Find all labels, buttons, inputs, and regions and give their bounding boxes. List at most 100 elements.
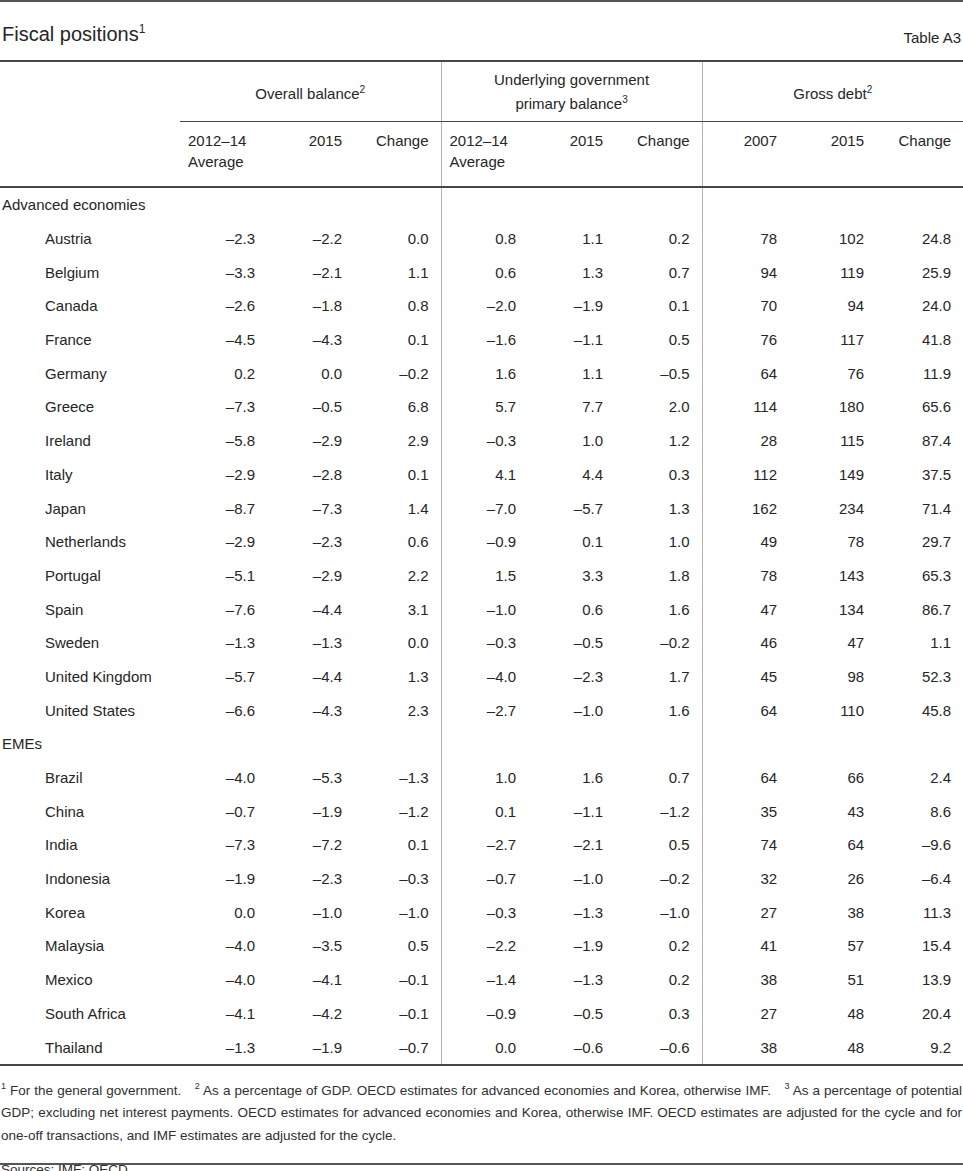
section-row: EMEs [0, 727, 963, 761]
value-cell: 0.0 [441, 1030, 528, 1065]
row-label: Portugal [0, 559, 180, 593]
empty-cell [702, 187, 789, 222]
value-cell: 0.3 [615, 997, 702, 1031]
table-row: Portugal –5.1 –2.9 2.2 1.5 3.3 1.8 78 14… [0, 559, 963, 593]
value-cell: 0.0 [267, 356, 354, 390]
value-cell: 234 [789, 491, 876, 525]
value-cell: 2.3 [354, 693, 441, 727]
value-cell: 0.1 [441, 794, 528, 828]
value-cell: 38 [702, 963, 789, 997]
value-cell: 0.1 [528, 525, 615, 559]
value-cell: 78 [789, 525, 876, 559]
table-row: Malaysia –4.0 –3.5 0.5 –2.2 –1.9 0.2 41 … [0, 929, 963, 963]
value-cell: –2.3 [267, 525, 354, 559]
value-cell: 64 [702, 356, 789, 390]
table-row: Ireland –5.8 –2.9 2.9 –0.3 1.0 1.2 28 11… [0, 424, 963, 458]
value-cell: 1.1 [528, 356, 615, 390]
subcol-underlying-2015: 2015 [528, 122, 615, 188]
value-cell: –5.7 [180, 660, 267, 694]
value-cell: 15.4 [876, 929, 963, 963]
value-cell: –5.3 [267, 761, 354, 795]
subcol-line: Average [450, 153, 506, 170]
value-cell: –4.0 [180, 761, 267, 795]
value-cell: 1.3 [615, 491, 702, 525]
value-cell: 38 [789, 895, 876, 929]
value-cell: 0.5 [615, 323, 702, 357]
column-group-footnote-marker: 2 [867, 84, 873, 95]
value-cell: 76 [702, 323, 789, 357]
value-cell: 26 [789, 862, 876, 896]
value-cell: –4.4 [267, 592, 354, 626]
value-cell: –0.7 [180, 794, 267, 828]
value-cell: 2.0 [615, 390, 702, 424]
table-row: Canada –2.6 –1.8 0.8 –2.0 –1.9 0.1 70 94… [0, 289, 963, 323]
value-cell: 94 [702, 255, 789, 289]
value-cell: –1.1 [528, 794, 615, 828]
value-cell: 45 [702, 660, 789, 694]
value-cell: 0.1 [615, 289, 702, 323]
value-cell: 51 [789, 963, 876, 997]
value-cell: 117 [789, 323, 876, 357]
row-label: Thailand [0, 1030, 180, 1065]
empty-cell [180, 727, 267, 761]
value-cell: 6.8 [354, 390, 441, 424]
empty-cell [789, 727, 876, 761]
section-label: EMEs [0, 727, 180, 761]
value-cell: 64 [702, 761, 789, 795]
value-cell: –1.0 [615, 895, 702, 929]
value-cell: –2.1 [267, 255, 354, 289]
row-label: Japan [0, 491, 180, 525]
value-cell: 13.9 [876, 963, 963, 997]
value-cell: 9.2 [876, 1030, 963, 1065]
value-cell: 74 [702, 828, 789, 862]
table-row: India –7.3 –7.2 0.1 –2.7 –2.1 0.5 74 64 … [0, 828, 963, 862]
value-cell: –0.2 [615, 626, 702, 660]
value-cell: 0.6 [354, 525, 441, 559]
value-cell: –2.2 [267, 222, 354, 256]
subcol-overall-2015: 2015 [267, 122, 354, 188]
value-cell: 1.1 [876, 626, 963, 660]
value-cell: –0.2 [354, 356, 441, 390]
value-cell: 25.9 [876, 255, 963, 289]
value-cell: 78 [702, 222, 789, 256]
value-cell: –1.3 [180, 1030, 267, 1065]
value-cell: –2.1 [528, 828, 615, 862]
value-cell: –0.3 [441, 626, 528, 660]
value-cell: 64 [789, 828, 876, 862]
value-cell: 47 [789, 626, 876, 660]
value-cell: 71.4 [876, 491, 963, 525]
value-cell: –2.3 [180, 222, 267, 256]
value-cell: –5.1 [180, 559, 267, 593]
row-label-column-header [0, 61, 180, 122]
value-cell: 0.7 [615, 761, 702, 795]
value-cell: 114 [702, 390, 789, 424]
value-cell: –0.5 [528, 626, 615, 660]
empty-cell [528, 187, 615, 222]
column-group-underlying-primary-balance: Underlying governmentprimary balance3 [441, 61, 702, 122]
table-row: Sweden –1.3 –1.3 0.0 –0.3 –0.5 –0.2 46 4… [0, 626, 963, 660]
value-cell: –6.4 [876, 862, 963, 896]
value-cell: –0.6 [615, 1030, 702, 1065]
value-cell: –0.1 [354, 997, 441, 1031]
value-cell: 41.8 [876, 323, 963, 357]
value-cell: 87.4 [876, 424, 963, 458]
value-cell: 1.4 [354, 491, 441, 525]
value-cell: 180 [789, 390, 876, 424]
value-cell: 2.4 [876, 761, 963, 795]
row-label-column-subheader [0, 122, 180, 188]
row-label: South Africa [0, 997, 180, 1031]
subcol-line: Average [188, 153, 244, 170]
value-cell: –1.3 [180, 626, 267, 660]
value-cell: 37.5 [876, 458, 963, 492]
value-cell: 11.3 [876, 895, 963, 929]
subcol-underlying-average: 2012–14Average [441, 122, 528, 188]
value-cell: 115 [789, 424, 876, 458]
value-cell: 134 [789, 592, 876, 626]
value-cell: 0.1 [354, 828, 441, 862]
value-cell: –4.1 [267, 963, 354, 997]
table-row: United States –6.6 –4.3 2.3 –2.7 –1.0 1.… [0, 693, 963, 727]
table-row: France –4.5 –4.3 0.1 –1.6 –1.1 0.5 76 11… [0, 323, 963, 357]
value-cell: –3.5 [267, 929, 354, 963]
row-label: Greece [0, 390, 180, 424]
value-cell: 3.1 [354, 592, 441, 626]
